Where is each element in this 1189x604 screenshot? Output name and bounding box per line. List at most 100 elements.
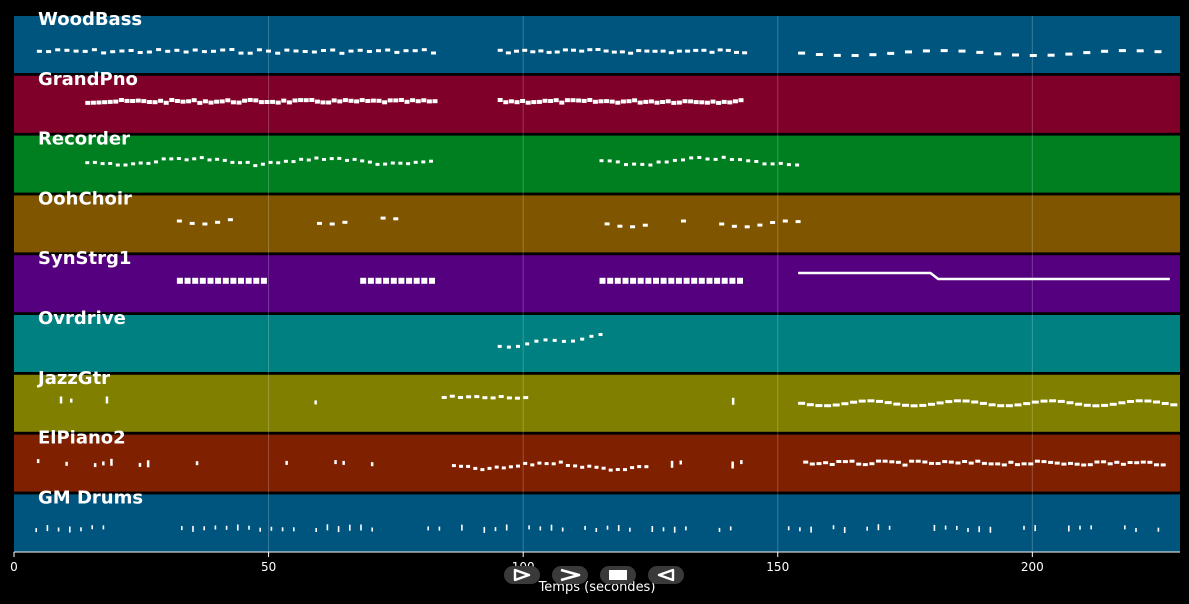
note [118, 98, 124, 102]
fast-forward-button[interactable] [552, 566, 588, 584]
note [623, 468, 627, 472]
note [102, 100, 108, 105]
note [551, 462, 556, 466]
note [165, 49, 171, 53]
note [1114, 460, 1120, 464]
note [798, 51, 806, 55]
note [497, 48, 503, 52]
note [283, 159, 288, 163]
note [482, 396, 488, 400]
note [698, 277, 705, 284]
note [506, 345, 511, 349]
note [721, 99, 727, 104]
note [102, 525, 105, 530]
note [1012, 53, 1019, 57]
note [704, 100, 710, 105]
track-lane[interactable] [14, 374, 1180, 432]
note [222, 277, 229, 284]
note [91, 525, 93, 530]
note [506, 396, 512, 400]
note [905, 50, 912, 54]
stop-button[interactable] [600, 566, 636, 584]
note [884, 401, 892, 405]
note [664, 160, 669, 164]
note [421, 48, 427, 52]
note [123, 163, 128, 167]
note [867, 399, 875, 403]
note [421, 160, 426, 164]
note [1068, 525, 1070, 532]
note [956, 525, 958, 530]
note [571, 339, 575, 343]
note [935, 462, 941, 465]
note [415, 99, 421, 104]
rewind-icon [657, 568, 675, 582]
note [1118, 49, 1126, 53]
track-lane[interactable] [14, 16, 1180, 73]
note [731, 461, 734, 469]
track-lane[interactable] [14, 494, 1180, 552]
note [380, 216, 386, 220]
play-button[interactable] [504, 566, 540, 584]
note [393, 98, 399, 103]
note [342, 98, 348, 103]
note [1107, 462, 1113, 466]
note [978, 526, 980, 533]
note [705, 157, 710, 161]
note [902, 463, 908, 467]
note [421, 277, 428, 284]
note [1160, 463, 1166, 467]
note [620, 99, 626, 104]
note [648, 99, 654, 104]
note [222, 158, 227, 162]
note [689, 156, 694, 160]
track-lane[interactable] [14, 195, 1180, 253]
note [498, 395, 504, 398]
note [36, 459, 40, 464]
note [630, 277, 637, 284]
note [1031, 400, 1039, 404]
note [538, 49, 544, 53]
note [1065, 52, 1073, 56]
track-lane[interactable] [14, 315, 1180, 372]
note [697, 156, 702, 159]
note [487, 466, 492, 470]
note [197, 100, 203, 105]
note [293, 527, 295, 532]
note [108, 162, 113, 165]
note [70, 398, 73, 403]
track-lane[interactable] [14, 75, 1180, 133]
note [461, 524, 463, 531]
note [432, 99, 438, 104]
track-lane[interactable] [14, 135, 1180, 193]
note [285, 460, 288, 465]
note [795, 163, 800, 167]
note [595, 528, 598, 532]
note [253, 98, 259, 103]
note [260, 277, 267, 284]
note [441, 396, 447, 399]
note [858, 399, 866, 403]
note [258, 100, 264, 105]
note [660, 49, 666, 53]
note [284, 48, 290, 52]
note [889, 460, 895, 464]
note [611, 50, 617, 54]
note [1090, 525, 1092, 530]
note [100, 162, 105, 166]
note [192, 48, 198, 52]
note [607, 159, 612, 163]
track-lane[interactable] [14, 434, 1180, 492]
note [1049, 399, 1057, 403]
note [1134, 461, 1140, 465]
note [211, 49, 216, 53]
rewind-button[interactable] [648, 566, 684, 584]
note [55, 48, 61, 52]
note [876, 459, 881, 463]
note [525, 342, 530, 346]
note [483, 526, 486, 533]
note [1147, 460, 1153, 464]
note [608, 468, 613, 472]
note [599, 159, 604, 163]
note [614, 277, 621, 284]
